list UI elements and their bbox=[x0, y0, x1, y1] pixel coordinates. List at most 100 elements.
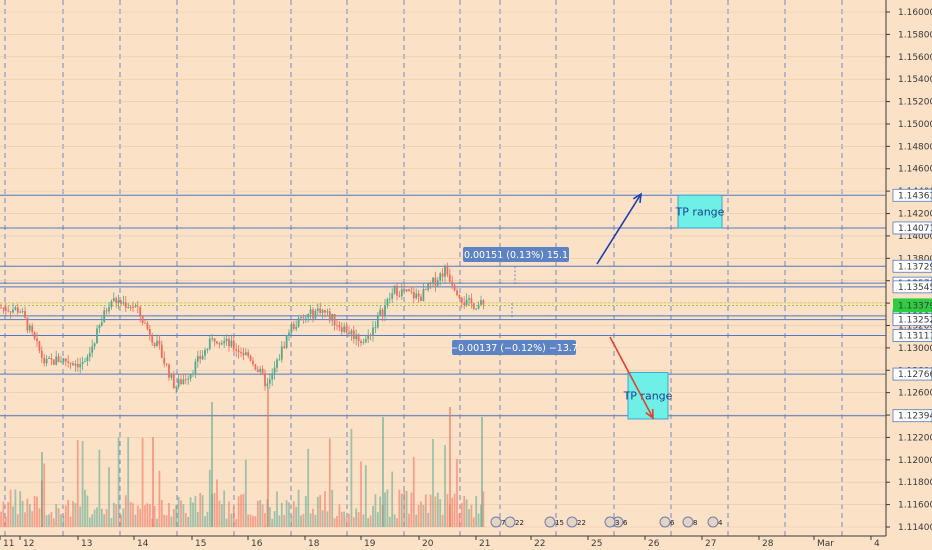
volume-bar bbox=[182, 504, 185, 527]
candle bbox=[348, 332, 350, 335]
tp-up-box[interactable] bbox=[677, 194, 723, 229]
candle bbox=[319, 308, 322, 313]
volume-bar bbox=[360, 461, 362, 527]
tp-down-box[interactable] bbox=[627, 372, 669, 420]
candle bbox=[67, 361, 70, 363]
candle bbox=[309, 309, 312, 315]
volume-bar bbox=[285, 500, 288, 527]
time-tick-label: 25 bbox=[591, 539, 602, 549]
volume-bar bbox=[124, 495, 127, 527]
candle bbox=[184, 379, 187, 381]
candle bbox=[314, 310, 317, 319]
price-axis-bg bbox=[887, 0, 932, 550]
event-marker-icon[interactable] bbox=[659, 516, 671, 528]
volume-bar bbox=[372, 506, 374, 527]
price-tick-label: 1.13000 bbox=[898, 344, 932, 354]
volume-bar bbox=[295, 506, 298, 527]
volume-bar bbox=[201, 495, 204, 527]
event-marker-icon[interactable] bbox=[707, 516, 719, 528]
volume-bar bbox=[434, 496, 437, 527]
volume-bar bbox=[208, 469, 211, 527]
event-marker-icon[interactable] bbox=[566, 516, 578, 528]
candle bbox=[297, 318, 300, 327]
event-marker-icon[interactable] bbox=[504, 516, 516, 528]
volume-bar bbox=[235, 518, 238, 527]
volume-bar bbox=[127, 437, 130, 527]
event-marker-icon[interactable] bbox=[604, 516, 616, 528]
volume-bar bbox=[232, 507, 235, 527]
volume-bar bbox=[199, 492, 202, 527]
candle bbox=[254, 364, 257, 370]
candle bbox=[448, 274, 451, 282]
volume-bar bbox=[453, 493, 456, 527]
candle bbox=[276, 359, 278, 368]
level-badge-label: 1.14071 bbox=[898, 224, 932, 234]
event-marker-icon[interactable] bbox=[544, 516, 556, 528]
candle bbox=[244, 352, 247, 356]
candle bbox=[316, 308, 319, 311]
price-tick-label: 1.14800 bbox=[898, 142, 932, 152]
candle bbox=[43, 357, 46, 364]
volume-bar bbox=[273, 511, 276, 527]
volume-bar bbox=[290, 515, 293, 527]
volume-bar bbox=[60, 514, 62, 527]
candle bbox=[69, 362, 72, 364]
up-arrow bbox=[596, 193, 642, 265]
candle bbox=[345, 326, 348, 333]
candle bbox=[240, 352, 242, 354]
price-tick-label: 1.13800 bbox=[898, 254, 932, 264]
volume-bar bbox=[463, 496, 466, 527]
price-tick-label: 1.15400 bbox=[898, 75, 932, 85]
candle bbox=[326, 311, 329, 313]
candle bbox=[204, 349, 206, 356]
candle bbox=[194, 361, 197, 374]
volume-bar bbox=[350, 428, 353, 527]
candle bbox=[213, 338, 216, 342]
candle bbox=[26, 317, 29, 331]
candle bbox=[57, 356, 60, 362]
volume-bar bbox=[100, 508, 103, 527]
volume-bar bbox=[196, 512, 199, 527]
volume-bar bbox=[333, 518, 336, 527]
candle bbox=[475, 308, 478, 310]
volume-bar bbox=[31, 511, 34, 527]
candle bbox=[127, 307, 130, 308]
volume-bar bbox=[146, 503, 149, 527]
volume-bar bbox=[26, 498, 29, 527]
candle bbox=[220, 343, 223, 345]
candle bbox=[158, 340, 161, 345]
candle bbox=[218, 343, 221, 345]
event-marker-icon[interactable] bbox=[682, 516, 694, 528]
current-price-badge bbox=[893, 298, 932, 313]
time-tick-label: 15 bbox=[195, 539, 206, 549]
candle bbox=[295, 326, 298, 329]
volume-bar bbox=[64, 505, 67, 527]
candle bbox=[472, 303, 475, 309]
candle bbox=[273, 367, 276, 374]
candle bbox=[417, 293, 420, 297]
candle bbox=[4, 307, 7, 311]
volume-bar bbox=[340, 511, 343, 527]
measure-down-label-bg bbox=[452, 340, 576, 355]
volume-bar bbox=[139, 508, 142, 527]
volume-bar bbox=[14, 489, 17, 527]
volume-bar bbox=[12, 506, 14, 527]
candle bbox=[230, 340, 233, 347]
candle bbox=[429, 283, 432, 285]
candle bbox=[129, 307, 132, 308]
volume-bar bbox=[72, 500, 74, 527]
price-tick-label: 1.11800 bbox=[898, 478, 932, 488]
candle bbox=[216, 341, 218, 344]
candle bbox=[424, 289, 427, 290]
candle bbox=[328, 311, 331, 321]
volume-bar bbox=[398, 489, 401, 527]
event-marker-icon[interactable] bbox=[490, 516, 502, 528]
candle bbox=[115, 298, 118, 304]
volume-bar bbox=[144, 505, 146, 527]
candle bbox=[247, 352, 250, 357]
level-badge-label: 1.13252 bbox=[898, 316, 932, 326]
volume-bar bbox=[374, 494, 377, 527]
volume-bar bbox=[7, 502, 10, 527]
time-tick-label: 12 bbox=[23, 539, 34, 549]
